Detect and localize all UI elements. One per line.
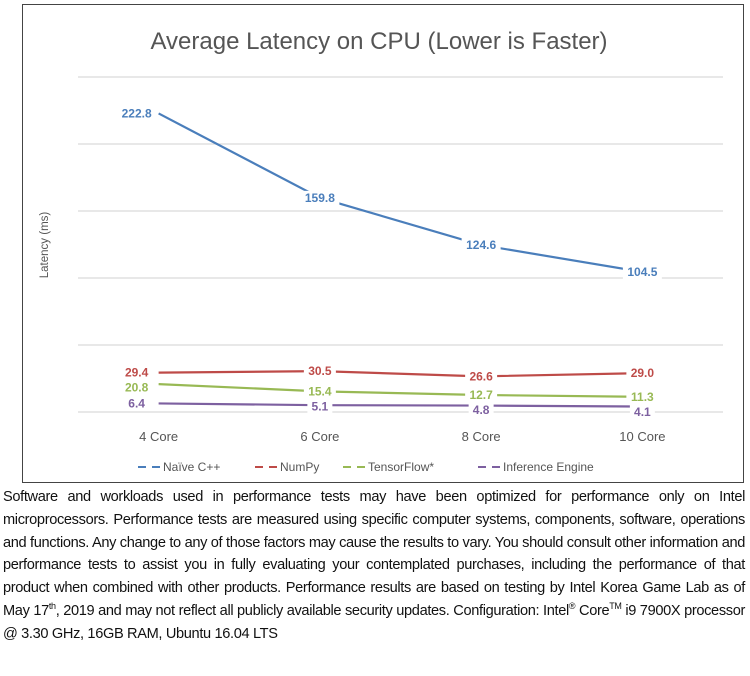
disclaimer-part: Core: [575, 602, 610, 619]
data-label: 6.4: [128, 396, 145, 410]
data-label: 30.5: [308, 364, 332, 378]
data-label: 5.1: [312, 399, 329, 413]
superscript: th: [48, 601, 56, 612]
superscript: TM: [609, 601, 622, 612]
disclaimer-part: Software and workloads used in performan…: [3, 489, 745, 619]
data-label: 29.4: [125, 366, 149, 380]
data-label-bg: [465, 369, 498, 384]
line-chart: Average Latency on CPU (Lower is Faster)…: [39, 28, 723, 474]
chart-container: Average Latency on CPU (Lower is Faster)…: [22, 4, 744, 483]
series-line: [158, 402, 643, 408]
data-label-bg: [120, 365, 153, 380]
data-label: 159.8: [305, 191, 335, 205]
series-line: [158, 370, 643, 378]
legend-label: NumPy: [280, 460, 319, 474]
data-label: 15.4: [308, 384, 332, 398]
data-label-bg: [465, 387, 498, 402]
data-label-bg: [626, 366, 659, 381]
legend-label: Inference Engine: [503, 460, 594, 474]
data-label-bg: [622, 264, 662, 279]
data-label: 11.3: [631, 390, 654, 404]
data-label-bg: [626, 389, 659, 404]
data-label: 12.7: [469, 388, 493, 402]
x-tick-label: 6 Core: [300, 429, 339, 444]
data-label-bg: [629, 404, 655, 419]
data-label: 104.5: [627, 265, 657, 279]
x-tick-label: 4 Core: [139, 429, 178, 444]
series-line: [158, 112, 643, 274]
data-label-bg: [303, 364, 336, 379]
data-label: 4.1: [634, 405, 651, 419]
data-label-bg: [120, 380, 153, 395]
data-label-bg: [303, 384, 336, 399]
data-label: 124.6: [466, 238, 496, 252]
x-tick-label: 8 Core: [462, 429, 501, 444]
data-label-bg: [468, 402, 494, 417]
disclaimer-part: i9 7900X processor @ 3.30 GHz, 16GB RAM,…: [3, 602, 745, 642]
data-label-bg: [124, 396, 150, 411]
legend-label: TensorFlow*: [368, 460, 434, 474]
data-label-bg: [461, 238, 501, 253]
y-axis-label: Latency (ms): [39, 212, 51, 279]
data-label-bg: [117, 106, 157, 121]
superscript: ®: [568, 601, 576, 612]
data-label-bg: [307, 399, 333, 414]
data-label: 222.8: [122, 106, 152, 120]
disclaimer-part: , 2019 and may not reflect all publicly …: [55, 602, 570, 619]
data-label: 29.0: [631, 366, 655, 380]
data-label: 4.8: [473, 403, 490, 417]
data-label: 26.6: [469, 369, 493, 383]
disclaimer-text: Software and workloads used in performan…: [3, 486, 745, 646]
chart-title: Average Latency on CPU (Lower is Faster): [150, 28, 607, 55]
data-label: 20.8: [125, 381, 149, 395]
legend-label: Naïve C++: [163, 460, 220, 474]
data-label-bg: [300, 190, 340, 205]
series-line: [158, 383, 643, 398]
x-tick-label: 10 Core: [619, 429, 665, 444]
